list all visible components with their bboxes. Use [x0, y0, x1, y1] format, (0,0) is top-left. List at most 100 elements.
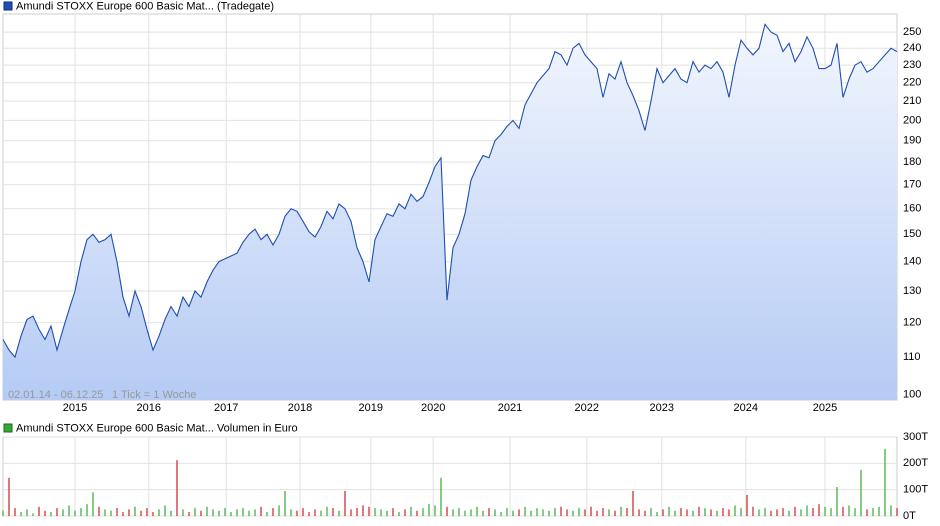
x-tick-label: 2017 [214, 402, 238, 414]
volume-bar [32, 513, 34, 516]
volume-bar [530, 510, 532, 516]
volume-bar [446, 506, 448, 516]
volume-bar [500, 512, 502, 516]
volume-bar [674, 510, 676, 516]
volume-bar [284, 490, 286, 516]
volume-bar [2, 510, 4, 516]
x-tick-label: 2021 [498, 402, 522, 414]
volume-bar [314, 509, 316, 516]
volume-bar [890, 505, 892, 516]
volume-bar [272, 508, 274, 516]
y-tick-label: 190 [903, 135, 921, 147]
volume-bar [818, 504, 820, 516]
volume-bar [260, 506, 262, 516]
volume-bar [110, 510, 112, 516]
volume-bar [722, 508, 724, 516]
volume-bar [74, 510, 76, 516]
volume-bar [614, 510, 616, 516]
y-tick-label: 120 [903, 317, 921, 329]
volume-bar [194, 508, 196, 516]
volume-bar [476, 506, 478, 516]
volume-bar [542, 509, 544, 516]
price-line [2, 23, 898, 359]
volume-bar [800, 509, 802, 516]
volume-bar [326, 506, 328, 516]
volume-bar [536, 508, 538, 516]
volume-bar [686, 509, 688, 516]
volume-bar [440, 477, 442, 516]
volume-bar [854, 508, 856, 516]
volume-bar [266, 512, 268, 516]
volume-bar [374, 508, 376, 516]
volume-bar [506, 508, 508, 516]
volume-bar [452, 509, 454, 516]
volume-bar [680, 508, 682, 516]
volume-bar [824, 506, 826, 516]
x-tick-label: 2018 [288, 402, 312, 414]
volume-bar [560, 506, 562, 516]
x-tick-label: 2024 [734, 402, 758, 414]
volume-bar [344, 490, 346, 516]
area-fill [3, 24, 897, 401]
y-tick-label: 200T [903, 457, 928, 469]
volume-bar [524, 506, 526, 516]
volume-bar [548, 510, 550, 516]
volume-bar [464, 510, 466, 516]
volume-bar [410, 506, 412, 516]
y-tick-label: 240 [903, 42, 921, 54]
volume-bar [320, 510, 322, 516]
volume-bar [488, 508, 490, 516]
volume-bar [878, 506, 880, 516]
volume-bar [788, 510, 790, 516]
y-tick-label: 200 [903, 114, 921, 126]
volume-bar [104, 509, 106, 516]
volume-bar [656, 512, 658, 516]
volume-bar [38, 506, 40, 516]
volume-bar [290, 509, 292, 516]
volume-bar [398, 512, 400, 516]
volume-bar [884, 448, 886, 516]
volume-bar [380, 509, 382, 516]
volume-bar [764, 508, 766, 516]
volume-bar [668, 506, 670, 516]
volume-bar [860, 469, 862, 516]
volume-bar [386, 510, 388, 516]
volume-bar [434, 505, 436, 516]
y-tick-label: 180 [903, 156, 921, 168]
volume-bar [62, 509, 64, 516]
volume-bar [872, 508, 874, 516]
y-tick-label: 210 [903, 95, 921, 107]
legend-label: Amundi STOXX Europe 600 Basic Mat... Vol… [16, 422, 298, 434]
plot-frame [2, 436, 898, 517]
y-tick-label: 300T [903, 431, 928, 443]
volume-bar [776, 509, 778, 516]
volume-bar [590, 506, 592, 516]
volume-bar [302, 508, 304, 516]
y-tick-label: 110 [903, 351, 921, 363]
volume-bar [806, 505, 808, 516]
volume-bar [470, 509, 472, 516]
volume-bar [308, 512, 310, 516]
x-tick-label: 2025 [813, 402, 837, 414]
volume-bar [578, 508, 580, 516]
volume-bar [866, 509, 868, 516]
volume-bar [392, 508, 394, 516]
volume-bar [14, 508, 16, 516]
y-tick-label: 160 [903, 203, 921, 215]
volume-bar [242, 508, 244, 516]
volume-bar [458, 508, 460, 516]
volume-bar [176, 460, 178, 516]
volume-bar [230, 512, 232, 516]
volume-bar [626, 508, 628, 516]
legend-swatch [3, 1, 13, 11]
volume-bar [848, 505, 850, 516]
x-tick-label: 2022 [575, 402, 599, 414]
volume-bar [752, 506, 754, 516]
volume-bar [128, 509, 130, 516]
volume-bar [620, 506, 622, 516]
volume-bar [20, 512, 22, 516]
volume-bar [212, 509, 214, 516]
volume-bar [44, 510, 46, 516]
volume-bar [152, 512, 154, 516]
